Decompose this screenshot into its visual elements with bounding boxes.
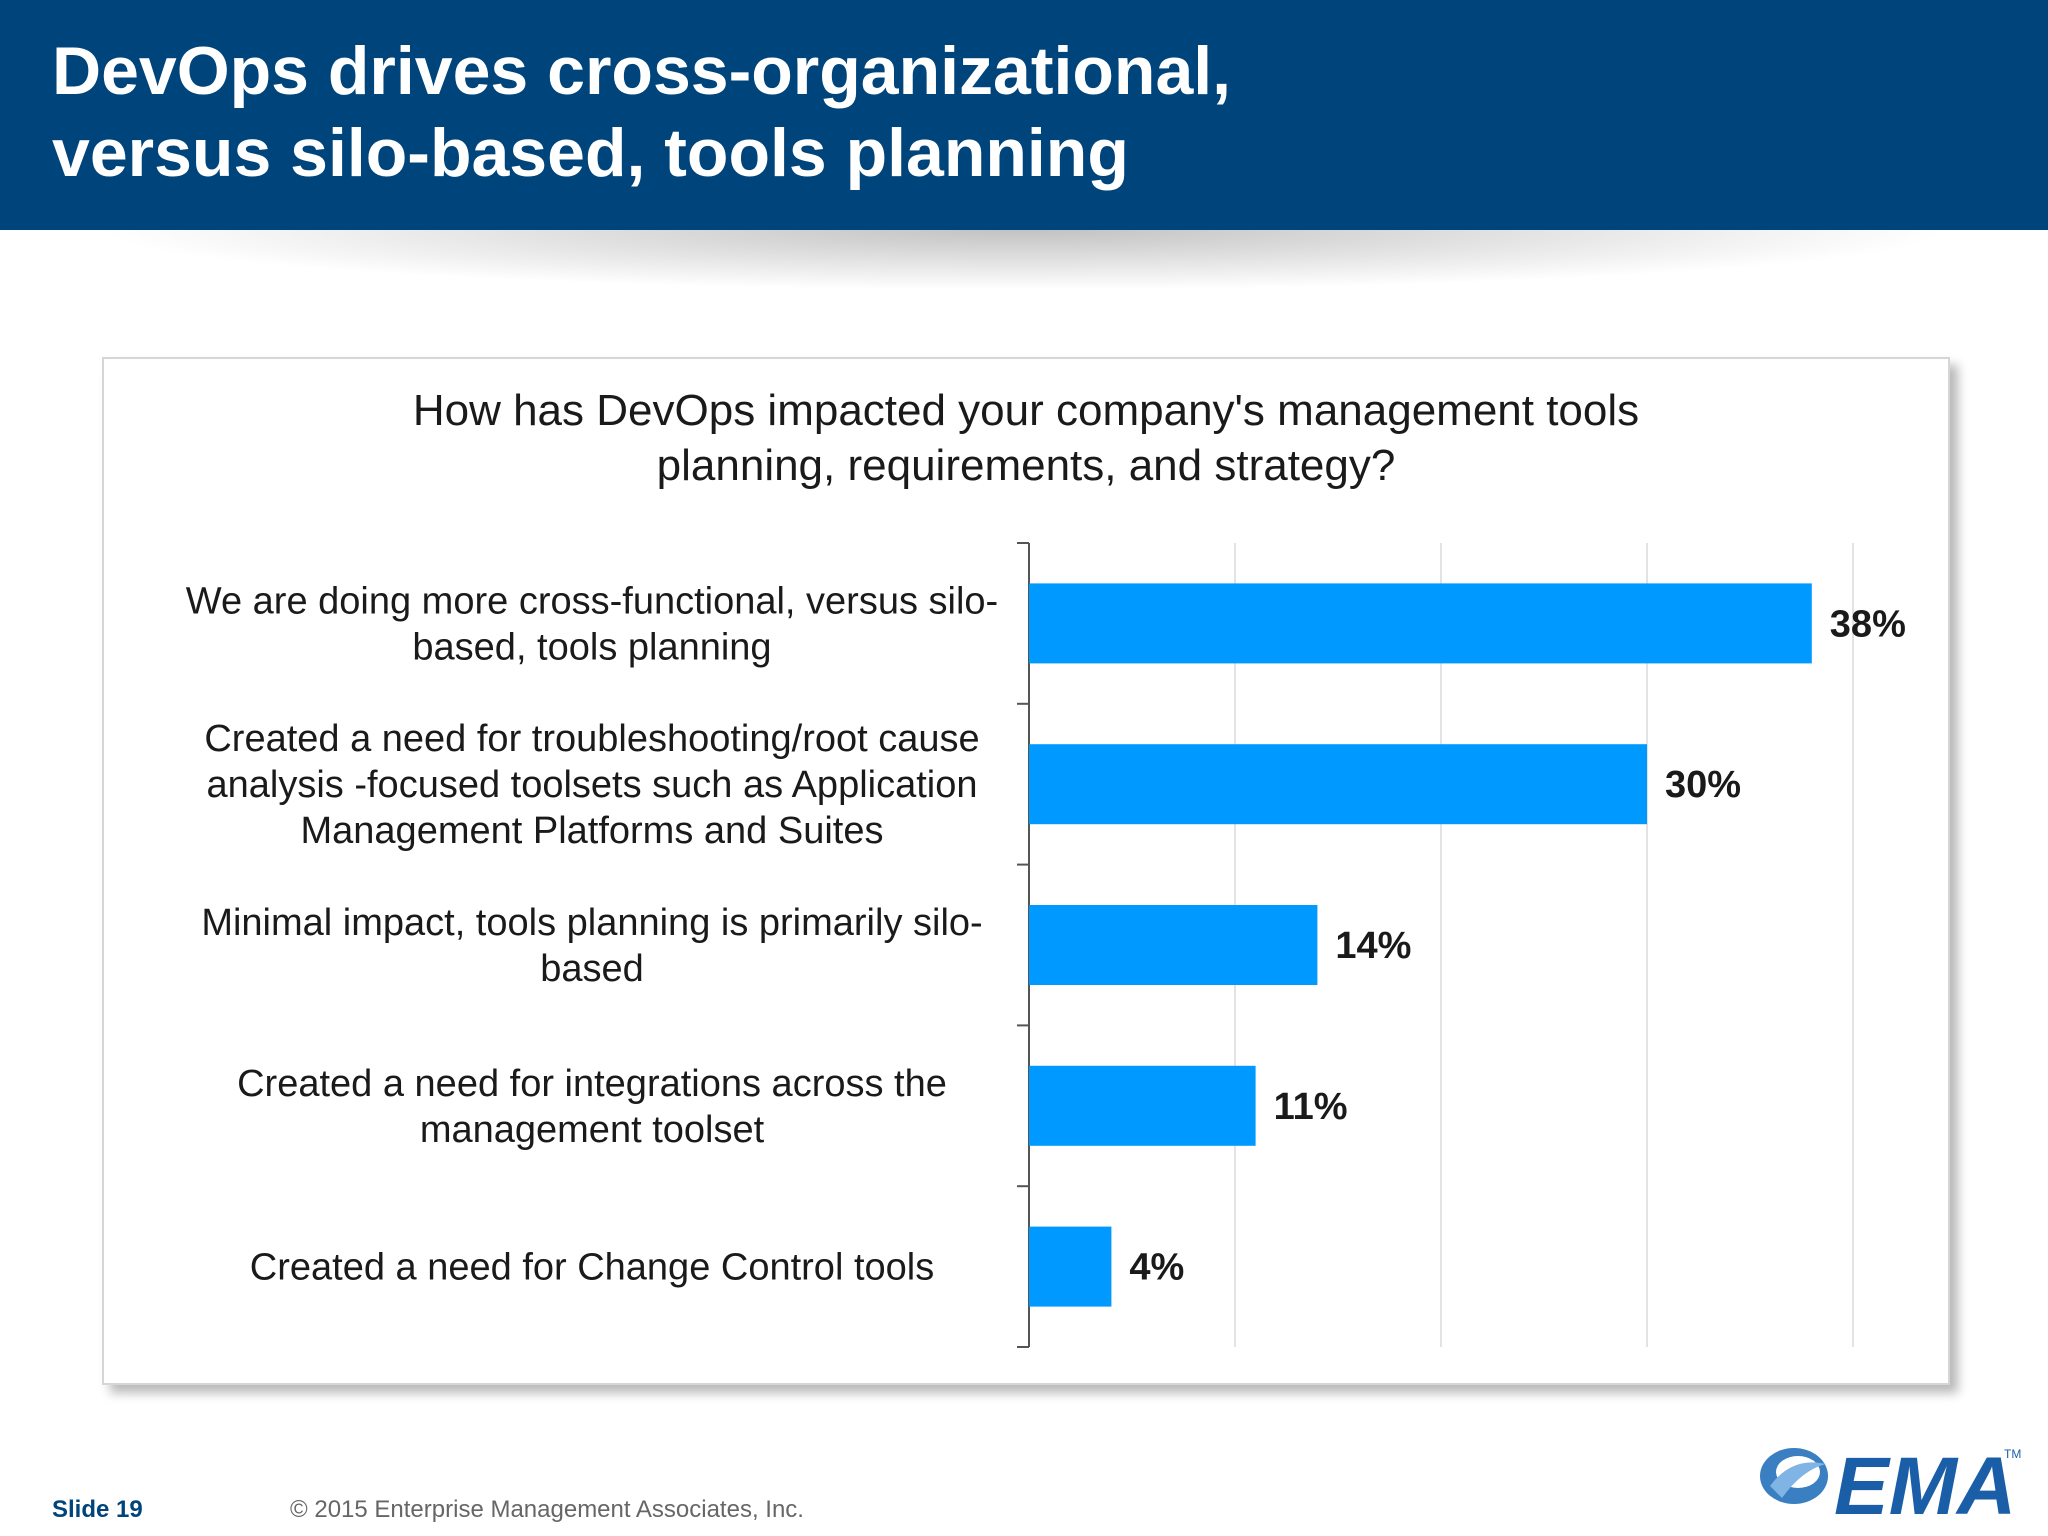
ema-logo-trademark: TM	[2004, 1447, 2021, 1461]
bar-chart: 38% We are doing more cross-functional, v…	[186, 542, 1906, 1348]
bar	[1029, 1226, 1112, 1307]
bar	[1029, 1065, 1256, 1146]
category-label: Created a need for integrations across t…	[237, 1063, 947, 1151]
bar	[1029, 744, 1647, 825]
value-label: 14%	[1335, 925, 1411, 967]
chart-title: How has DevOps impacted your company's m…	[412, 386, 1640, 490]
value-label: 4%	[1129, 1247, 1184, 1289]
category-label: We are doing more cross-functional, vers…	[186, 580, 998, 668]
category-label: Created a need for Change Control tools	[250, 1247, 934, 1289]
ema-logo-text: EMA	[1834, 1441, 2016, 1526]
category-label: Minimal impact, tools planning is primar…	[201, 902, 982, 990]
category-label: Created a need for troubleshooting/root …	[204, 718, 979, 852]
value-label: 11%	[1274, 1086, 1348, 1128]
ema-logo: EMA TM	[1760, 1441, 2021, 1526]
slide-title: DevOps drives cross-organizational, vers…	[52, 33, 1232, 191]
ema-logo-swoosh-icon	[1760, 1448, 1828, 1504]
copyright-text: © 2015 Enterprise Management Associates,…	[290, 1496, 804, 1523]
header-bar: DevOps drives cross-organizational, vers…	[0, 0, 2048, 230]
chart-panel: 38% We are doing more cross-functional, v…	[102, 357, 1950, 1385]
header-shadow	[0, 230, 2048, 310]
bar	[1029, 583, 1812, 664]
value-label: 38%	[1830, 603, 1906, 645]
slide-number: Slide 19	[52, 1496, 143, 1523]
value-label: 30%	[1665, 764, 1741, 806]
bar	[1029, 905, 1318, 985]
